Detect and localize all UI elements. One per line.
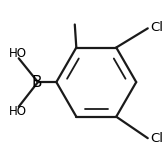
Text: HO: HO [9, 47, 27, 60]
Text: HO: HO [9, 105, 27, 118]
Text: Cl: Cl [151, 132, 163, 145]
Text: B: B [31, 75, 42, 90]
Text: Cl: Cl [151, 21, 163, 34]
